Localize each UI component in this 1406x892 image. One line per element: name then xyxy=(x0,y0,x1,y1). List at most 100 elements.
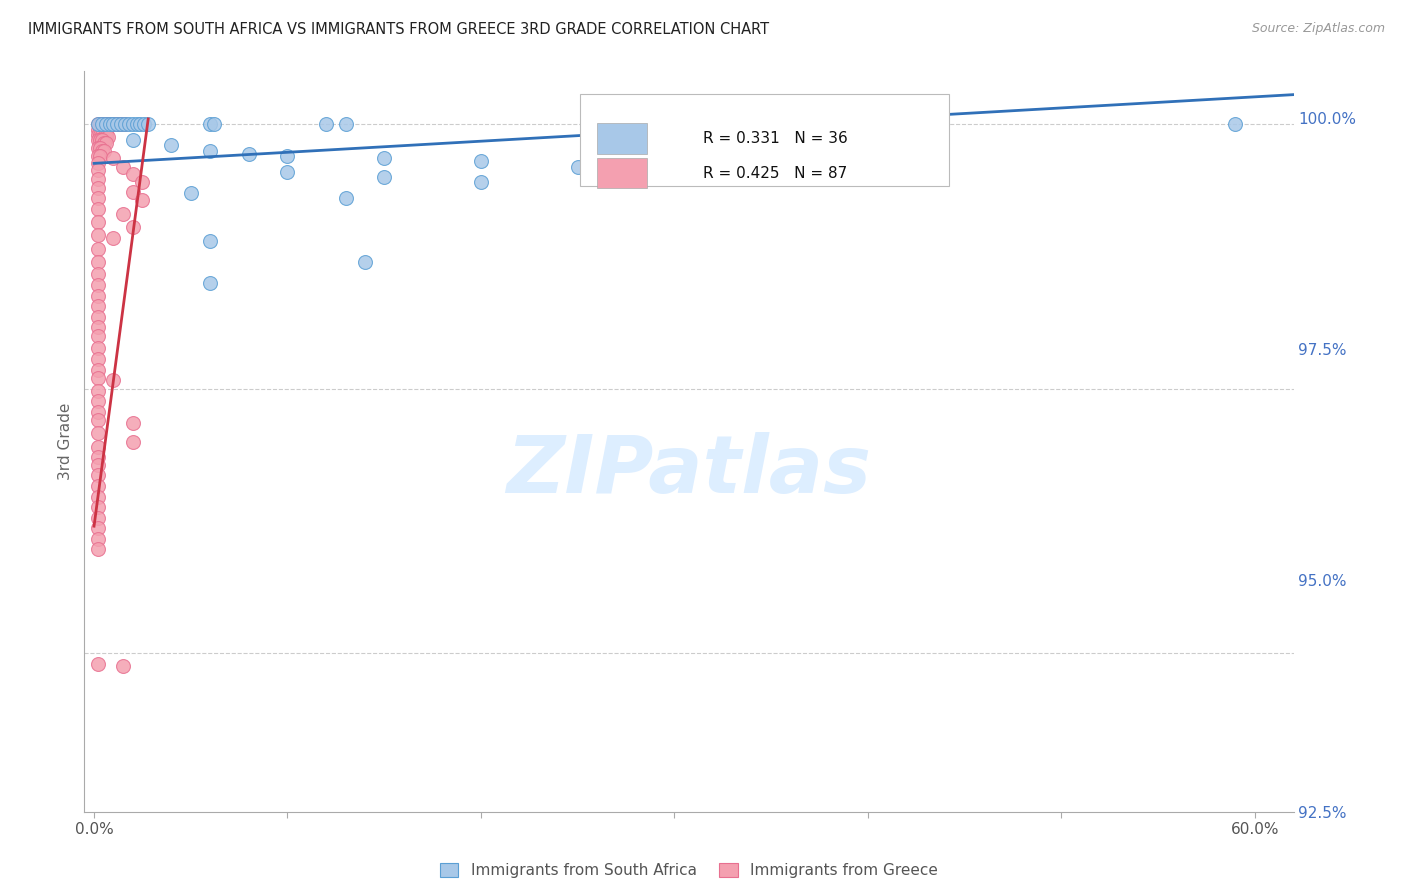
Point xyxy=(121,219,143,234)
Point xyxy=(94,136,117,151)
Text: IMMIGRANTS FROM SOUTH AFRICA VS IMMIGRANTS FROM GREECE 3RD GRADE CORRELATION CHA: IMMIGRANTS FROM SOUTH AFRICA VS IMMIGRAN… xyxy=(28,22,769,37)
Point xyxy=(89,140,111,154)
Point xyxy=(87,394,110,409)
Y-axis label: 3rd Grade: 3rd Grade xyxy=(58,403,73,480)
Point xyxy=(1225,117,1247,131)
Point xyxy=(87,149,110,163)
FancyBboxPatch shape xyxy=(581,94,949,186)
Point xyxy=(87,133,110,147)
Point xyxy=(118,117,141,131)
Point xyxy=(87,384,110,398)
Point xyxy=(87,191,110,205)
Point xyxy=(90,144,112,158)
Point xyxy=(93,126,115,140)
Point xyxy=(373,170,395,185)
Point xyxy=(87,268,110,282)
Point xyxy=(180,186,202,200)
Point xyxy=(87,532,110,546)
Point xyxy=(112,658,135,673)
Point xyxy=(87,426,110,441)
Point xyxy=(198,117,221,131)
Point xyxy=(87,162,110,177)
Point xyxy=(90,117,112,131)
Point xyxy=(87,299,110,313)
Point xyxy=(121,416,143,430)
Point xyxy=(110,117,132,131)
Point xyxy=(110,117,132,131)
Point xyxy=(104,117,127,131)
Point xyxy=(93,117,115,131)
Point xyxy=(567,160,589,174)
Point xyxy=(105,117,128,131)
Point xyxy=(315,117,337,131)
Point xyxy=(89,128,111,142)
Point xyxy=(121,434,143,449)
Point xyxy=(87,278,110,293)
Point xyxy=(87,180,110,194)
Point xyxy=(94,117,117,131)
Point xyxy=(105,117,128,131)
Point xyxy=(202,117,225,131)
Point xyxy=(198,144,221,158)
Point xyxy=(87,310,110,324)
Point xyxy=(198,276,221,290)
Text: Source: ZipAtlas.com: Source: ZipAtlas.com xyxy=(1251,22,1385,36)
Point xyxy=(87,405,110,419)
Point xyxy=(136,117,159,131)
Point xyxy=(112,207,135,221)
Point xyxy=(87,117,110,131)
Point xyxy=(87,320,110,334)
Point xyxy=(87,657,110,671)
Point xyxy=(87,128,110,142)
Point xyxy=(87,440,110,454)
Point xyxy=(354,254,377,268)
Point xyxy=(100,117,122,131)
Point xyxy=(198,234,221,248)
Point xyxy=(87,172,110,186)
Point xyxy=(94,130,117,145)
Point xyxy=(93,136,115,151)
Point xyxy=(87,371,110,385)
Point xyxy=(134,117,156,131)
Point xyxy=(87,228,110,243)
Point xyxy=(470,175,492,189)
Point xyxy=(90,122,112,136)
Point xyxy=(114,117,136,131)
Point xyxy=(121,185,143,199)
Point xyxy=(98,117,121,131)
Point xyxy=(87,510,110,524)
Point xyxy=(87,521,110,535)
Point xyxy=(94,117,117,131)
Point xyxy=(121,133,143,147)
Point xyxy=(89,133,111,147)
Point xyxy=(103,117,125,131)
Point xyxy=(335,191,357,205)
Point xyxy=(87,156,110,170)
Point xyxy=(90,133,112,147)
Point xyxy=(470,154,492,169)
Point xyxy=(87,468,110,483)
Text: ZIPatlas: ZIPatlas xyxy=(506,432,872,510)
Point xyxy=(87,254,110,268)
Point xyxy=(89,149,111,163)
FancyBboxPatch shape xyxy=(598,158,647,188)
Point xyxy=(87,413,110,427)
FancyBboxPatch shape xyxy=(598,123,647,153)
Point xyxy=(87,352,110,367)
Point xyxy=(87,500,110,515)
Point xyxy=(373,151,395,165)
Point xyxy=(87,490,110,504)
Point xyxy=(114,117,136,131)
Point xyxy=(89,117,111,131)
Point xyxy=(125,117,148,131)
Point xyxy=(121,167,143,181)
Point xyxy=(87,450,110,465)
Point xyxy=(98,117,121,131)
Point xyxy=(103,151,125,165)
Point xyxy=(90,128,112,142)
Legend: Immigrants from South Africa, Immigrants from Greece: Immigrants from South Africa, Immigrants… xyxy=(440,863,938,878)
Point xyxy=(87,140,110,154)
Point xyxy=(87,202,110,216)
Point xyxy=(87,542,110,557)
Point xyxy=(335,117,357,131)
